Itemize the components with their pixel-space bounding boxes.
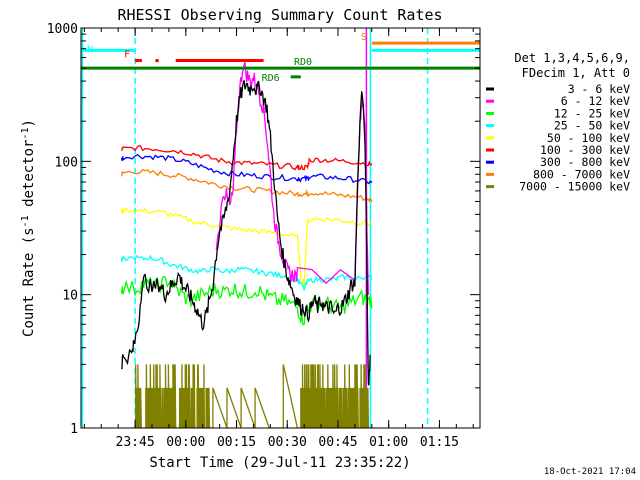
y-tick-label: 100 <box>55 155 78 170</box>
plot-area <box>81 28 480 428</box>
axes: 23:45 00:00 00:15 00:30 00:45 01:00 01:15 1 10 10… <box>47 22 480 450</box>
x-tick-label: 01:15 <box>420 435 459 450</box>
flag-label-N: N <box>87 44 93 55</box>
x-axis-label: Start Time (29-Jul-11 23:35:22) <box>149 455 410 471</box>
x-tick-label: 23:45 <box>116 435 155 450</box>
y-axis-label-sup1: -1 <box>20 215 31 227</box>
x-tick-label: 00:00 <box>166 435 205 450</box>
x-tick-label: 00:30 <box>268 435 307 450</box>
series-line-100-300keV <box>120 144 373 171</box>
flag-label-S: S <box>361 32 367 43</box>
legend-entry: 300 - 800 keV <box>540 155 630 169</box>
legend-header-detectors: Det 1,3,4,5,6,9, <box>514 51 630 65</box>
series-line-12-25keV <box>120 275 373 326</box>
y-axis-label-sup2: -1 <box>20 127 31 139</box>
series-line-7000-15000keV <box>131 364 374 428</box>
series-line-300-800keV <box>120 153 373 185</box>
y-tick-label: 1 <box>70 422 78 437</box>
legend: Det 1,3,4,5,6,9, FDecim 1, Att 0 3 - 6 k… <box>486 51 630 194</box>
flag-label-RD0: RD0 <box>294 57 312 68</box>
series-line-3-6keV <box>120 80 371 386</box>
legend-entry: 6 - 12 keV <box>561 94 630 108</box>
legend-entry: 50 - 100 keV <box>547 131 630 145</box>
plot-frame <box>80 27 481 429</box>
x-tick-label: 00:15 <box>217 435 256 450</box>
flag-label-F: F <box>124 50 130 61</box>
series-line-800-7000keV <box>120 168 373 203</box>
x-tick-label: 01:00 <box>369 435 408 450</box>
legend-header-decimation: FDecim 1, Att 0 <box>522 66 630 80</box>
timestamp: 18-Oct-2021 17:04 <box>544 467 636 477</box>
y-axis-label-close: ) <box>21 119 37 127</box>
legend-entry: 800 - 7000 keV <box>533 167 630 181</box>
chart-title: RHESSI Observing Summary Count Rates <box>117 6 442 24</box>
legend-entry: 7000 - 15000 keV <box>519 180 630 194</box>
legend-entry: 100 - 300 keV <box>540 143 630 157</box>
y-tick-label: 1000 <box>47 22 78 37</box>
y-axis-label-tail: detector <box>21 140 37 216</box>
series-line-50-100keV <box>120 207 373 287</box>
flag-label-RD6: RD6 <box>262 73 280 84</box>
legend-entry: 25 - 50 keV <box>554 119 630 133</box>
y-axis-label-main: Count Rate (s <box>21 227 37 337</box>
x-tick-label: 00:45 <box>318 435 357 450</box>
y-axis-label: Count Rate (s-1 detector-1) <box>20 119 37 337</box>
legend-entry: 12 - 25 keV <box>554 106 630 120</box>
y-tick-label: 10 <box>62 289 78 304</box>
series-line-25-50keV <box>120 254 373 291</box>
legend-entry: 3 - 6 keV <box>568 82 630 96</box>
